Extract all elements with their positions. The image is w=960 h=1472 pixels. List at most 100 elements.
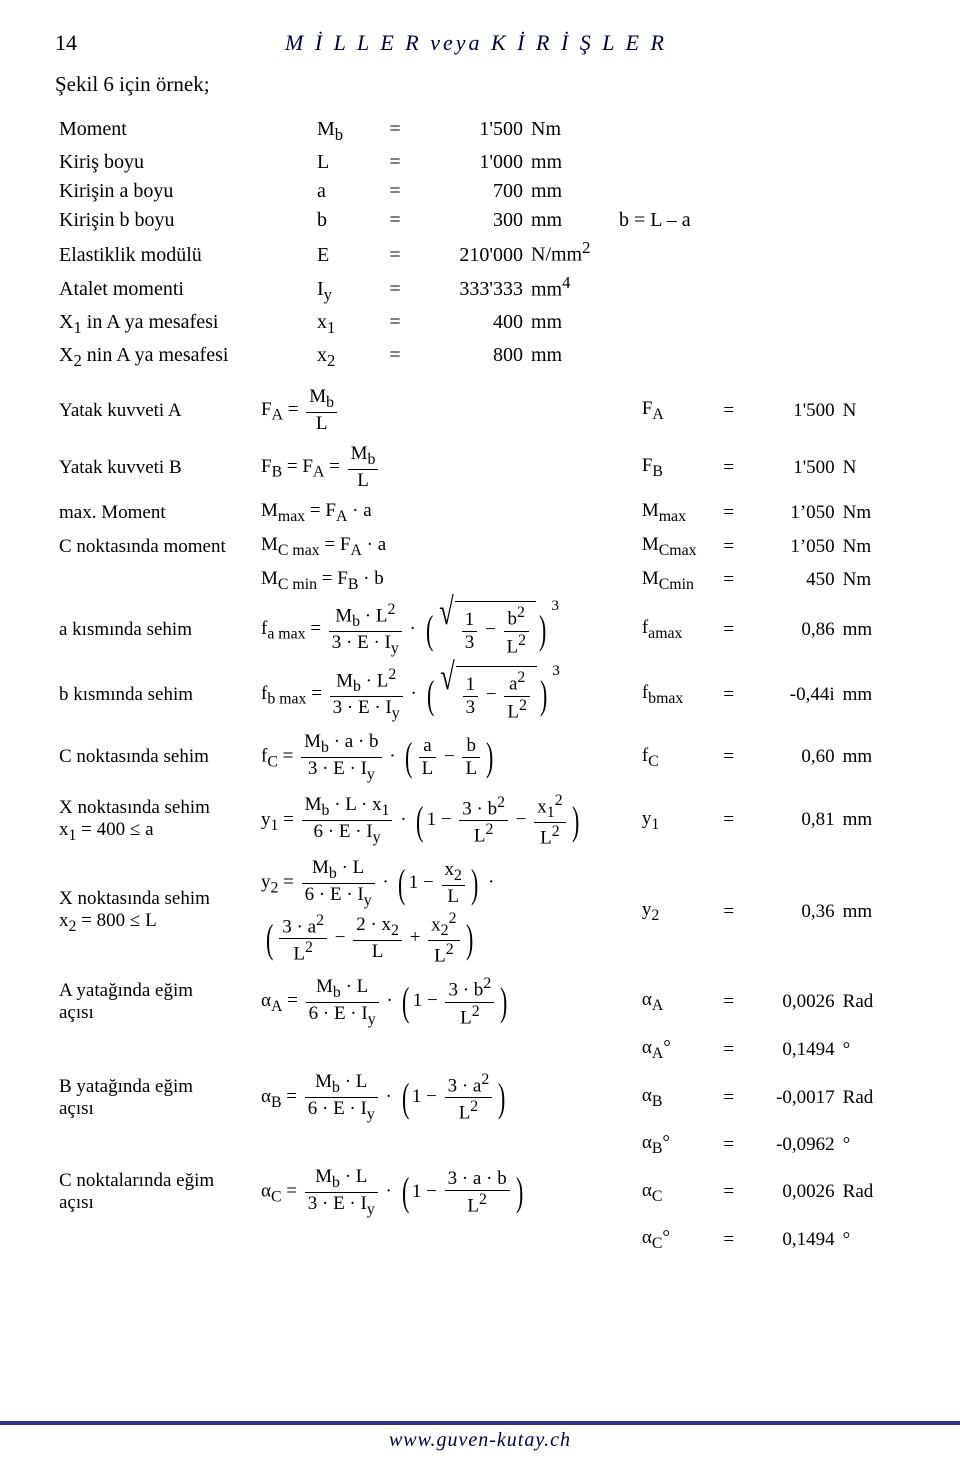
- parameter-row: Kirişin a boyua=700mm: [55, 177, 905, 206]
- result-row: C noktasında momentMC max = FA · aMCmax=…: [55, 530, 905, 564]
- result-row: C noktalarında eğimaçısıαC = Mb · L3 · E…: [55, 1162, 905, 1223]
- result-unit: Nm: [839, 530, 905, 564]
- result-eq: =: [715, 971, 742, 1033]
- param-value: 400: [409, 308, 527, 341]
- results-table: Yatak kuvveti AFA = MbLFA=1'500NYatak ku…: [55, 382, 905, 1256]
- param-unit: N/mm2: [527, 235, 615, 270]
- result-label: C noktalarında eğimaçısı: [55, 1162, 257, 1223]
- result-row: max. MomentMmax = FA · aMmax=1’050Nm: [55, 496, 905, 530]
- result-symbol: αB°: [638, 1128, 715, 1162]
- param-unit: mm: [527, 308, 615, 341]
- result-value: 0,60: [742, 727, 838, 788]
- param-symbol: x1: [313, 308, 381, 341]
- result-symbol: αB: [638, 1067, 715, 1129]
- param-note: [615, 235, 905, 270]
- result-eq: =: [715, 496, 742, 530]
- result-row: Yatak kuvveti AFA = MbLFA=1'500N: [55, 382, 905, 439]
- parameter-row: X2 nin A ya mesafesix2=800mm: [55, 341, 905, 374]
- result-row: Yatak kuvveti BFB = FA = MbLFB=1'500N: [55, 439, 905, 496]
- result-formula: fb max = Mb · L23 · E · Iy · (√13 − a2L2…: [257, 662, 638, 727]
- result-unit: mm: [839, 662, 905, 727]
- result-formula: FB = FA = MbL: [257, 439, 638, 496]
- result-value: 1’050: [742, 496, 838, 530]
- result-unit: mm: [839, 597, 905, 662]
- result-unit: N: [839, 439, 905, 496]
- result-value: 1'500: [742, 439, 838, 496]
- param-label: Moment: [55, 115, 313, 148]
- result-row: αA°=0,1494°: [55, 1033, 905, 1067]
- param-value: 800: [409, 341, 527, 374]
- parameter-row: Atalet momentiIy=333'333mm4: [55, 270, 905, 309]
- result-value: 1’050: [742, 530, 838, 564]
- result-label: b kısmında sehim: [55, 662, 257, 727]
- result-formula: [257, 1223, 638, 1257]
- param-label: Kirişin a boyu: [55, 177, 313, 206]
- result-label: a kısmında sehim: [55, 597, 257, 662]
- result-symbol: fC: [638, 727, 715, 788]
- param-symbol: L: [313, 148, 381, 177]
- param-symbol: E: [313, 235, 381, 270]
- result-symbol: famax: [638, 597, 715, 662]
- param-eq: =: [381, 115, 409, 148]
- result-unit: Rad: [839, 1162, 905, 1223]
- param-eq: =: [381, 341, 409, 374]
- result-formula: y1 = Mb · L · x16 · E · Iy · (1 − 3 · b2…: [257, 788, 638, 853]
- result-value: 0,0026: [742, 971, 838, 1033]
- result-value: 0,36: [742, 853, 838, 971]
- parameter-row: Elastiklik modülüE=210'000N/mm2: [55, 235, 905, 270]
- page-number: 14: [55, 30, 77, 56]
- param-eq: =: [381, 148, 409, 177]
- result-unit: mm: [839, 853, 905, 971]
- result-symbol: αA°: [638, 1033, 715, 1067]
- result-eq: =: [715, 1033, 742, 1067]
- result-value: 0,81: [742, 788, 838, 853]
- result-unit: °: [839, 1128, 905, 1162]
- result-eq: =: [715, 727, 742, 788]
- result-value: -0,0962: [742, 1128, 838, 1162]
- result-row: αC°=0,1494°: [55, 1223, 905, 1257]
- result-symbol: αC: [638, 1162, 715, 1223]
- result-symbol: FA: [638, 382, 715, 439]
- param-value: 700: [409, 177, 527, 206]
- result-label: [55, 1033, 257, 1067]
- result-label: X noktasında sehimx2 = 800 ≤ L: [55, 853, 257, 971]
- section-heading: Şekil 6 için örnek;: [55, 72, 905, 97]
- result-value: 0,0026: [742, 1162, 838, 1223]
- result-formula: fa max = Mb · L23 · E · Iy · (√13 − b2L2…: [257, 597, 638, 662]
- result-unit: Nm: [839, 564, 905, 598]
- result-label: X noktasında sehimx1 = 400 ≤ a: [55, 788, 257, 853]
- result-value: -0,44i: [742, 662, 838, 727]
- result-label: Yatak kuvveti B: [55, 439, 257, 496]
- param-unit: Nm: [527, 115, 615, 148]
- param-note: [615, 270, 905, 309]
- result-value: -0,0017: [742, 1067, 838, 1129]
- result-value: 0,86: [742, 597, 838, 662]
- param-unit: mm: [527, 148, 615, 177]
- result-value: 0,1494: [742, 1223, 838, 1257]
- result-symbol: FB: [638, 439, 715, 496]
- result-symbol: y1: [638, 788, 715, 853]
- param-symbol: x2: [313, 341, 381, 374]
- footer-url: www.guven-kutay.ch: [0, 1421, 960, 1452]
- result-value: 450: [742, 564, 838, 598]
- param-symbol: Mb: [313, 115, 381, 148]
- result-eq: =: [715, 1128, 742, 1162]
- param-unit: mm: [527, 341, 615, 374]
- param-value: 333'333: [409, 270, 527, 309]
- param-label: Kiriş boyu: [55, 148, 313, 177]
- result-label: max. Moment: [55, 496, 257, 530]
- result-row: A yatağında eğimaçısıαA = Mb · L6 · E · …: [55, 971, 905, 1033]
- param-label: Elastiklik modülü: [55, 235, 313, 270]
- param-symbol: Iy: [313, 270, 381, 309]
- parameters-table: MomentMb=1'500NmKiriş boyuL=1'000mmKiriş…: [55, 115, 905, 374]
- result-label: C noktasında moment: [55, 530, 257, 564]
- result-unit: °: [839, 1033, 905, 1067]
- param-unit: mm: [527, 177, 615, 206]
- param-value: 1'000: [409, 148, 527, 177]
- result-symbol: αA: [638, 971, 715, 1033]
- param-symbol: a: [313, 177, 381, 206]
- result-eq: =: [715, 853, 742, 971]
- param-value: 210'000: [409, 235, 527, 270]
- result-label: [55, 564, 257, 598]
- result-row: a kısmında sehimfa max = Mb · L23 · E · …: [55, 597, 905, 662]
